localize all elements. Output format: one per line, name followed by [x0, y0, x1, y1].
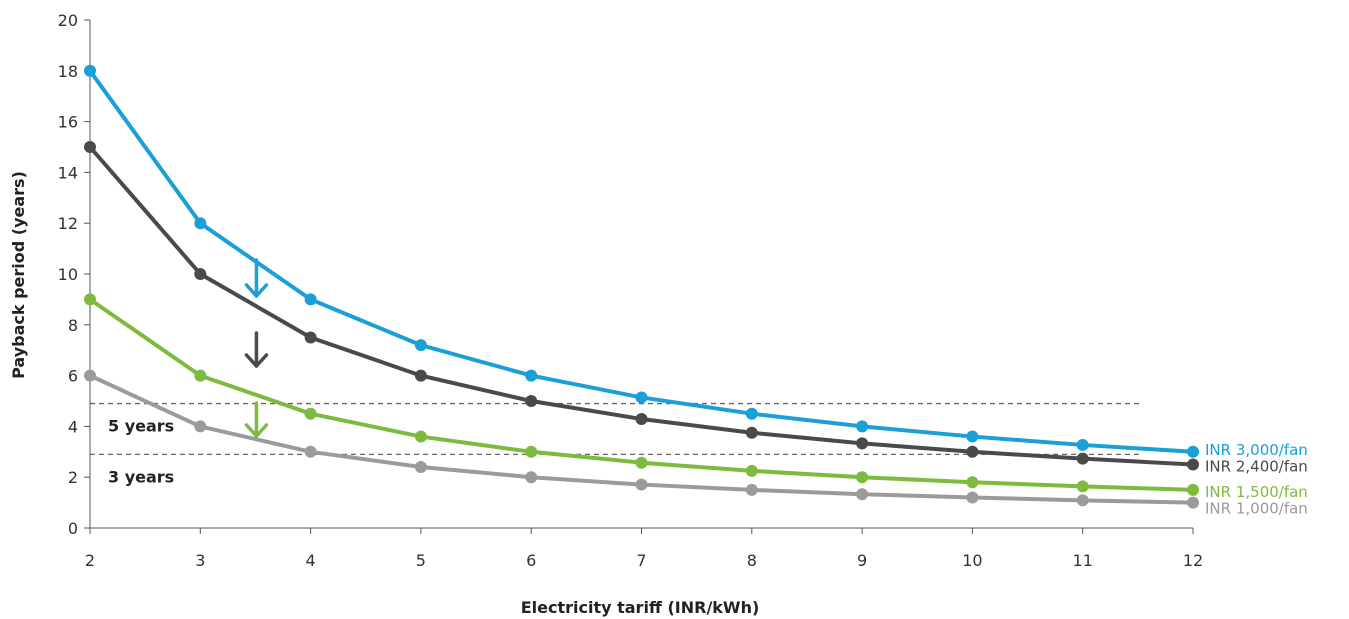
data-point	[856, 420, 869, 433]
data-point	[194, 268, 207, 280]
x-tick-label: 3	[195, 551, 205, 570]
data-point	[635, 478, 648, 491]
data-point	[966, 445, 979, 458]
y-tick-label: 4	[68, 417, 78, 436]
y-tick-label: 2	[68, 468, 78, 487]
data-point	[745, 483, 758, 496]
data-point	[966, 491, 979, 504]
data-point	[1187, 483, 1199, 496]
data-point	[745, 407, 758, 420]
x-tick-label: 4	[306, 551, 316, 570]
x-tick-label: 11	[1073, 551, 1093, 570]
y-tick-label: 6	[68, 367, 78, 386]
down-arrow-icon	[244, 401, 269, 438]
x-tick-label: 2	[85, 551, 95, 570]
data-point	[414, 369, 427, 382]
data-point	[194, 369, 207, 382]
data-point	[304, 407, 317, 420]
series-label: INR 1,500/fan	[1205, 483, 1308, 501]
data-point	[856, 488, 869, 501]
x-tick-label: 5	[416, 551, 426, 570]
reference-label: 3 years	[108, 467, 174, 486]
data-point	[635, 391, 648, 404]
down-arrow-icon	[244, 258, 269, 298]
data-point	[635, 456, 648, 469]
data-point	[966, 430, 979, 443]
y-tick-label: 20	[58, 11, 78, 30]
data-point	[1076, 480, 1089, 493]
data-point	[414, 430, 427, 443]
data-point	[84, 293, 96, 306]
data-point	[856, 471, 869, 484]
data-point	[525, 471, 538, 484]
data-point	[194, 420, 207, 433]
data-point	[84, 369, 96, 382]
data-point	[414, 461, 427, 474]
x-tick-label: 9	[857, 551, 867, 570]
y-tick-label: 16	[58, 113, 78, 132]
data-point	[1076, 438, 1089, 451]
series-label: INR 1,000/fan	[1205, 500, 1308, 518]
data-point	[304, 445, 317, 458]
y-axis-title: Payback period (years)	[9, 171, 28, 379]
data-point	[84, 64, 96, 77]
data-point	[1187, 458, 1199, 471]
y-tick-label: 0	[68, 519, 78, 538]
y-tick-label: 10	[58, 265, 78, 284]
x-tick-label: 12	[1183, 551, 1203, 570]
y-tick-label: 18	[58, 62, 78, 81]
x-axis-title: Electricity tariff (INR/kWh)	[521, 598, 760, 617]
data-point	[1076, 494, 1089, 507]
series-label: INR 2,400/fan	[1205, 458, 1308, 476]
data-point	[1076, 452, 1089, 465]
series-label: INR 3,000/fan	[1205, 441, 1308, 459]
series-group	[84, 64, 1199, 509]
data-point	[304, 293, 317, 306]
data-point	[525, 445, 538, 458]
y-tick-label: 12	[58, 214, 78, 233]
x-tick-label: 10	[962, 551, 982, 570]
y-tick-label: 8	[68, 316, 78, 335]
x-tick-label: 7	[636, 551, 646, 570]
arrows-group	[244, 258, 269, 438]
y-tick-label: 14	[58, 163, 78, 182]
data-point	[856, 437, 869, 450]
data-point	[745, 426, 758, 439]
data-point	[525, 395, 538, 407]
data-point	[1187, 445, 1199, 458]
data-point	[635, 413, 648, 426]
data-point	[84, 141, 96, 153]
data-point	[745, 464, 758, 477]
reference-lines: 5 years 3 years	[90, 402, 1140, 486]
data-point	[414, 339, 427, 352]
reference-label: 5 years	[108, 417, 174, 436]
data-point	[304, 331, 317, 344]
data-point	[966, 476, 979, 489]
data-point	[1187, 496, 1199, 509]
down-arrow-icon	[244, 331, 269, 368]
data-point	[525, 369, 538, 382]
data-point	[194, 217, 207, 230]
x-tick-label: 8	[747, 551, 757, 570]
x-tick-label: 6	[526, 551, 536, 570]
